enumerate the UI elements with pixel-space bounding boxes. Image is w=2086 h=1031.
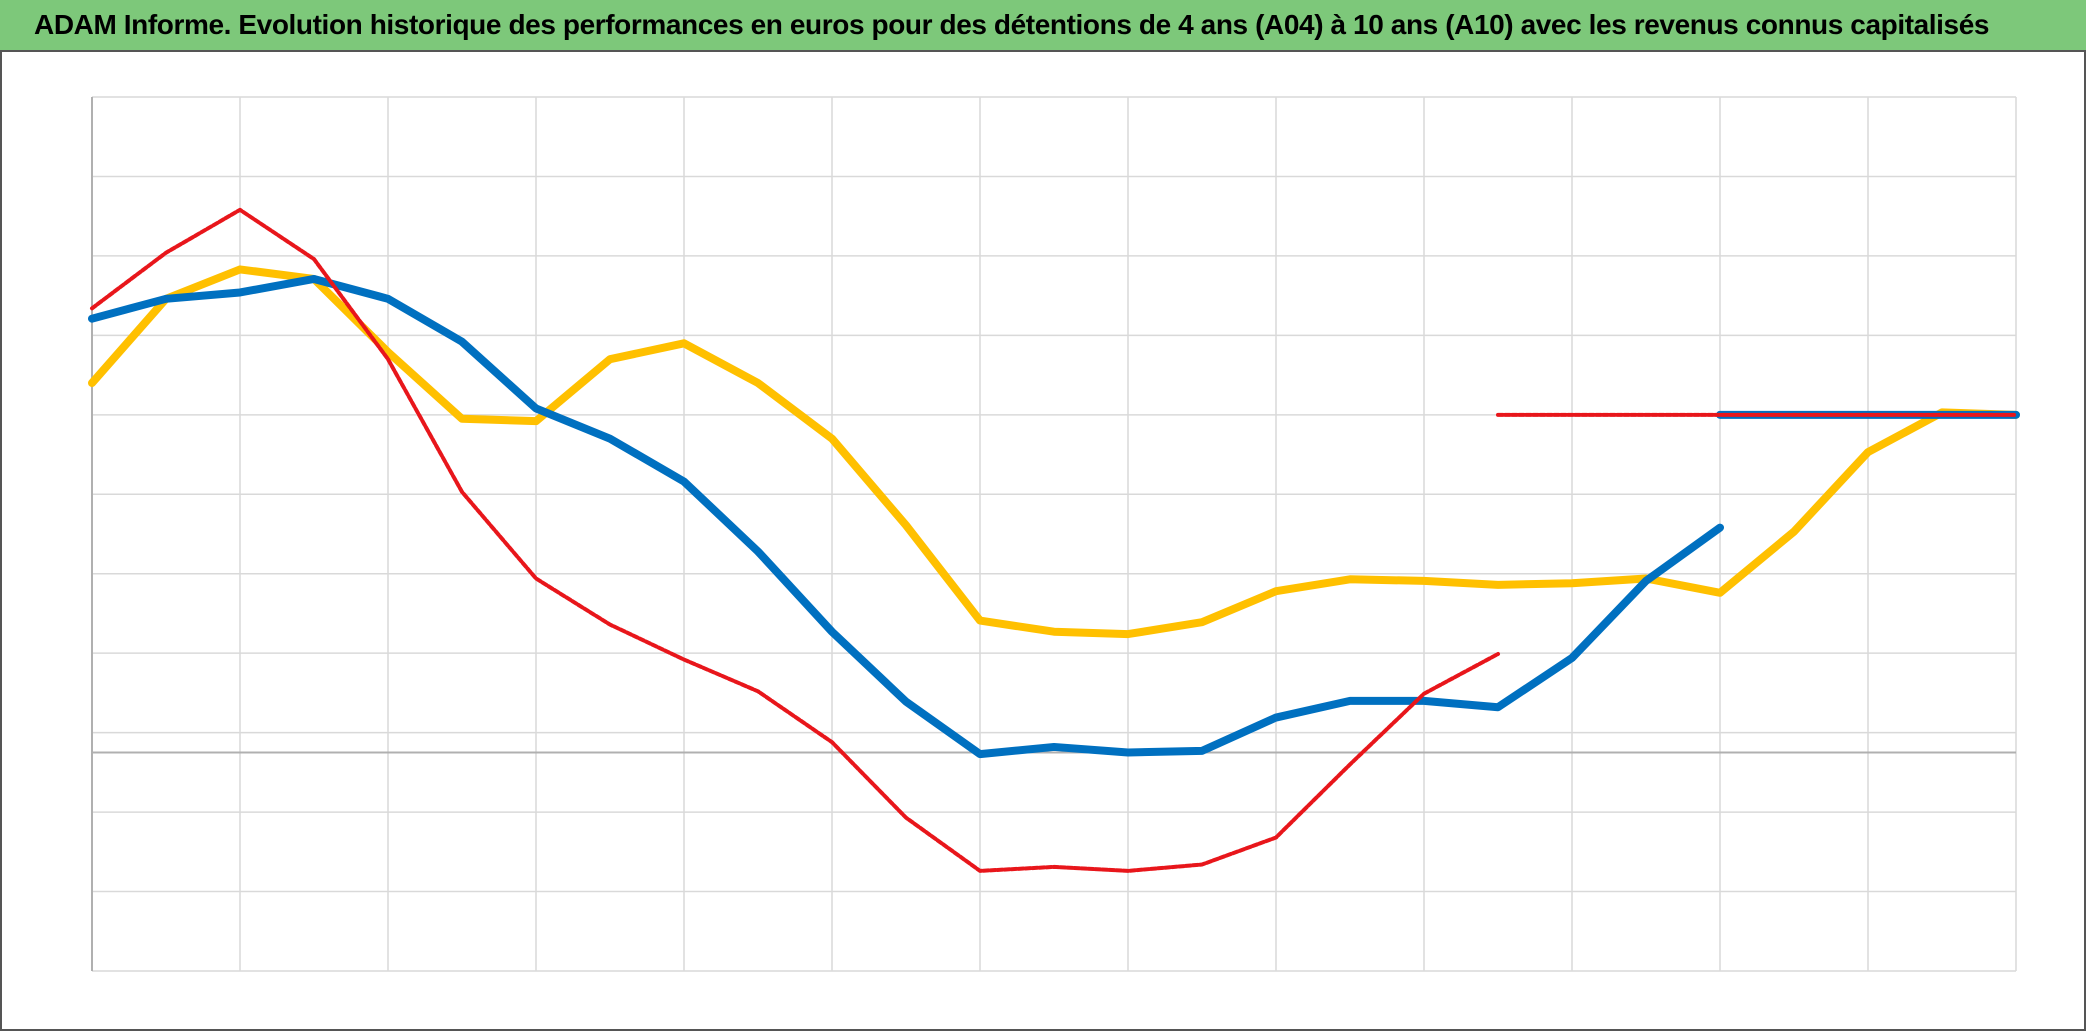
series-line xyxy=(90,207,1500,873)
plot xyxy=(88,96,2020,972)
chart-title: ADAM Informe. Evolution historique des p… xyxy=(0,0,2086,50)
series-line xyxy=(88,265,2020,639)
frame xyxy=(0,50,2086,1031)
series-line xyxy=(88,274,1724,759)
